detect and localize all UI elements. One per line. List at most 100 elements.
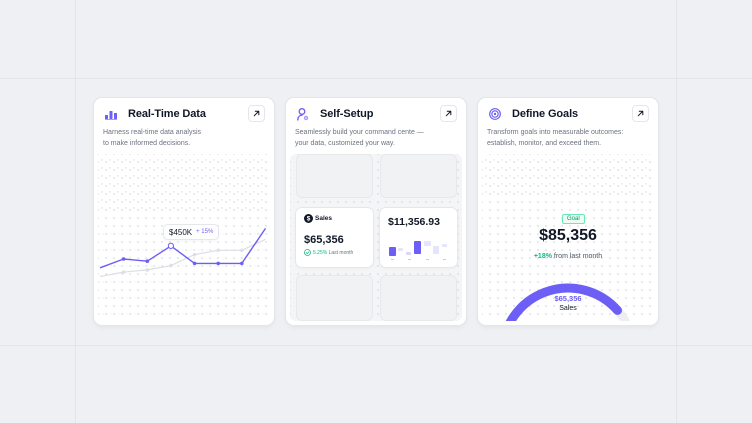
grid-dot [533,175,535,177]
data-point [240,261,244,266]
sales-widget[interactable]: $ Sales $65,356 5.25% Last month [296,208,373,267]
grid-dot [565,191,567,193]
grid-dot [213,175,215,177]
grid-dot [589,183,591,185]
grid-dot [245,167,247,169]
series-line-secondary [99,238,266,278]
grid-dot [205,183,207,185]
goal-gauge [485,159,647,321]
grid-dot [245,199,247,201]
gauge-fill [505,283,622,321]
grid-dot [589,191,591,193]
grid-dot [237,207,239,209]
grid-dot [117,175,119,177]
check-circle-icon [304,249,311,256]
grid-dot [229,159,231,161]
grid-dot [541,175,543,177]
grid-dot [141,175,143,177]
grid-dot [613,159,615,161]
dollar-icon: $ [304,214,313,223]
grid-dot [173,207,175,209]
grid-dot [109,167,111,169]
grid-dot [205,167,207,169]
grid-dot [493,183,495,185]
grid-dot [141,207,143,209]
grid-dot [149,159,151,161]
grid-dot [533,183,535,185]
value-widget[interactable]: $11,356.93 [380,208,457,267]
grid-dot [181,167,183,169]
grid-dot [149,183,151,185]
grid-dot [501,191,503,193]
grid-dot [125,159,127,161]
card-self-setup: Self-Setup Seamlessly build your command… [286,98,466,325]
user-gear-icon [295,106,311,122]
chart-area: $450K + 15% [98,154,270,321]
grid-dot [157,199,159,201]
grid-dot [525,191,527,193]
grid-dot [549,159,551,161]
grid-dot [229,199,231,201]
sales-label: Sales [315,215,332,222]
grid-dot [125,191,127,193]
grid-dot [637,175,639,177]
grid-dot [133,207,135,209]
grid-dot [181,191,183,193]
grid-dot [141,199,143,201]
data-point [121,270,126,274]
grid-dot [533,191,535,193]
grid-dot [517,183,519,185]
grid-dot [109,199,111,201]
open-card-button[interactable] [440,105,457,122]
grid-dot [165,199,167,201]
grid-dot [549,167,551,169]
grid-dot [245,191,247,193]
grid-dot [133,191,135,193]
grid-dot [181,183,183,185]
grid-dot [173,159,175,161]
grid-dot [485,191,487,193]
svg-text:$: $ [307,216,311,223]
grid-dot [525,175,527,177]
grid-dot [117,207,119,209]
description-line: Harness real-time data analysis [103,129,202,136]
grid-dot [221,207,223,209]
grid-dot [181,207,183,209]
grid-dot [221,191,223,193]
grid-dot [189,199,191,201]
grid-dot [141,167,143,169]
grid-dot [157,207,159,209]
grid-dot [557,159,559,161]
data-point [145,259,150,263]
grid-dot [205,175,207,177]
grid-dot [605,167,607,169]
open-card-button[interactable] [632,105,649,122]
open-card-button[interactable] [248,105,265,122]
grid-dot [621,183,623,185]
guide-line-top [0,78,752,79]
grid-dot [237,159,239,161]
grid-dot [485,183,487,185]
grid-dot [493,167,495,169]
candle-chart [389,241,447,260]
grid-dot [101,191,103,193]
gauge-label: Sales [559,305,577,312]
data-point [192,261,197,266]
grid-dot [109,183,111,185]
grid-dot [509,167,511,169]
goal-area: Goal $85,356 +18% from last month $65,35… [482,154,654,321]
grid-dot [133,199,135,201]
grid-dot [237,175,239,177]
grid-dot [629,191,631,193]
grid-dot [605,183,607,185]
grid-dot [173,183,175,185]
grid-dot [605,175,607,177]
grid-dot [221,159,223,161]
grid-dot [557,175,559,177]
grid-dot [109,191,111,193]
grid-dot [261,191,263,193]
gauge-value: $65,356 [554,294,582,303]
change-percent: +18% [533,253,552,260]
grid-dot [157,175,159,177]
grid-dot [157,159,159,161]
